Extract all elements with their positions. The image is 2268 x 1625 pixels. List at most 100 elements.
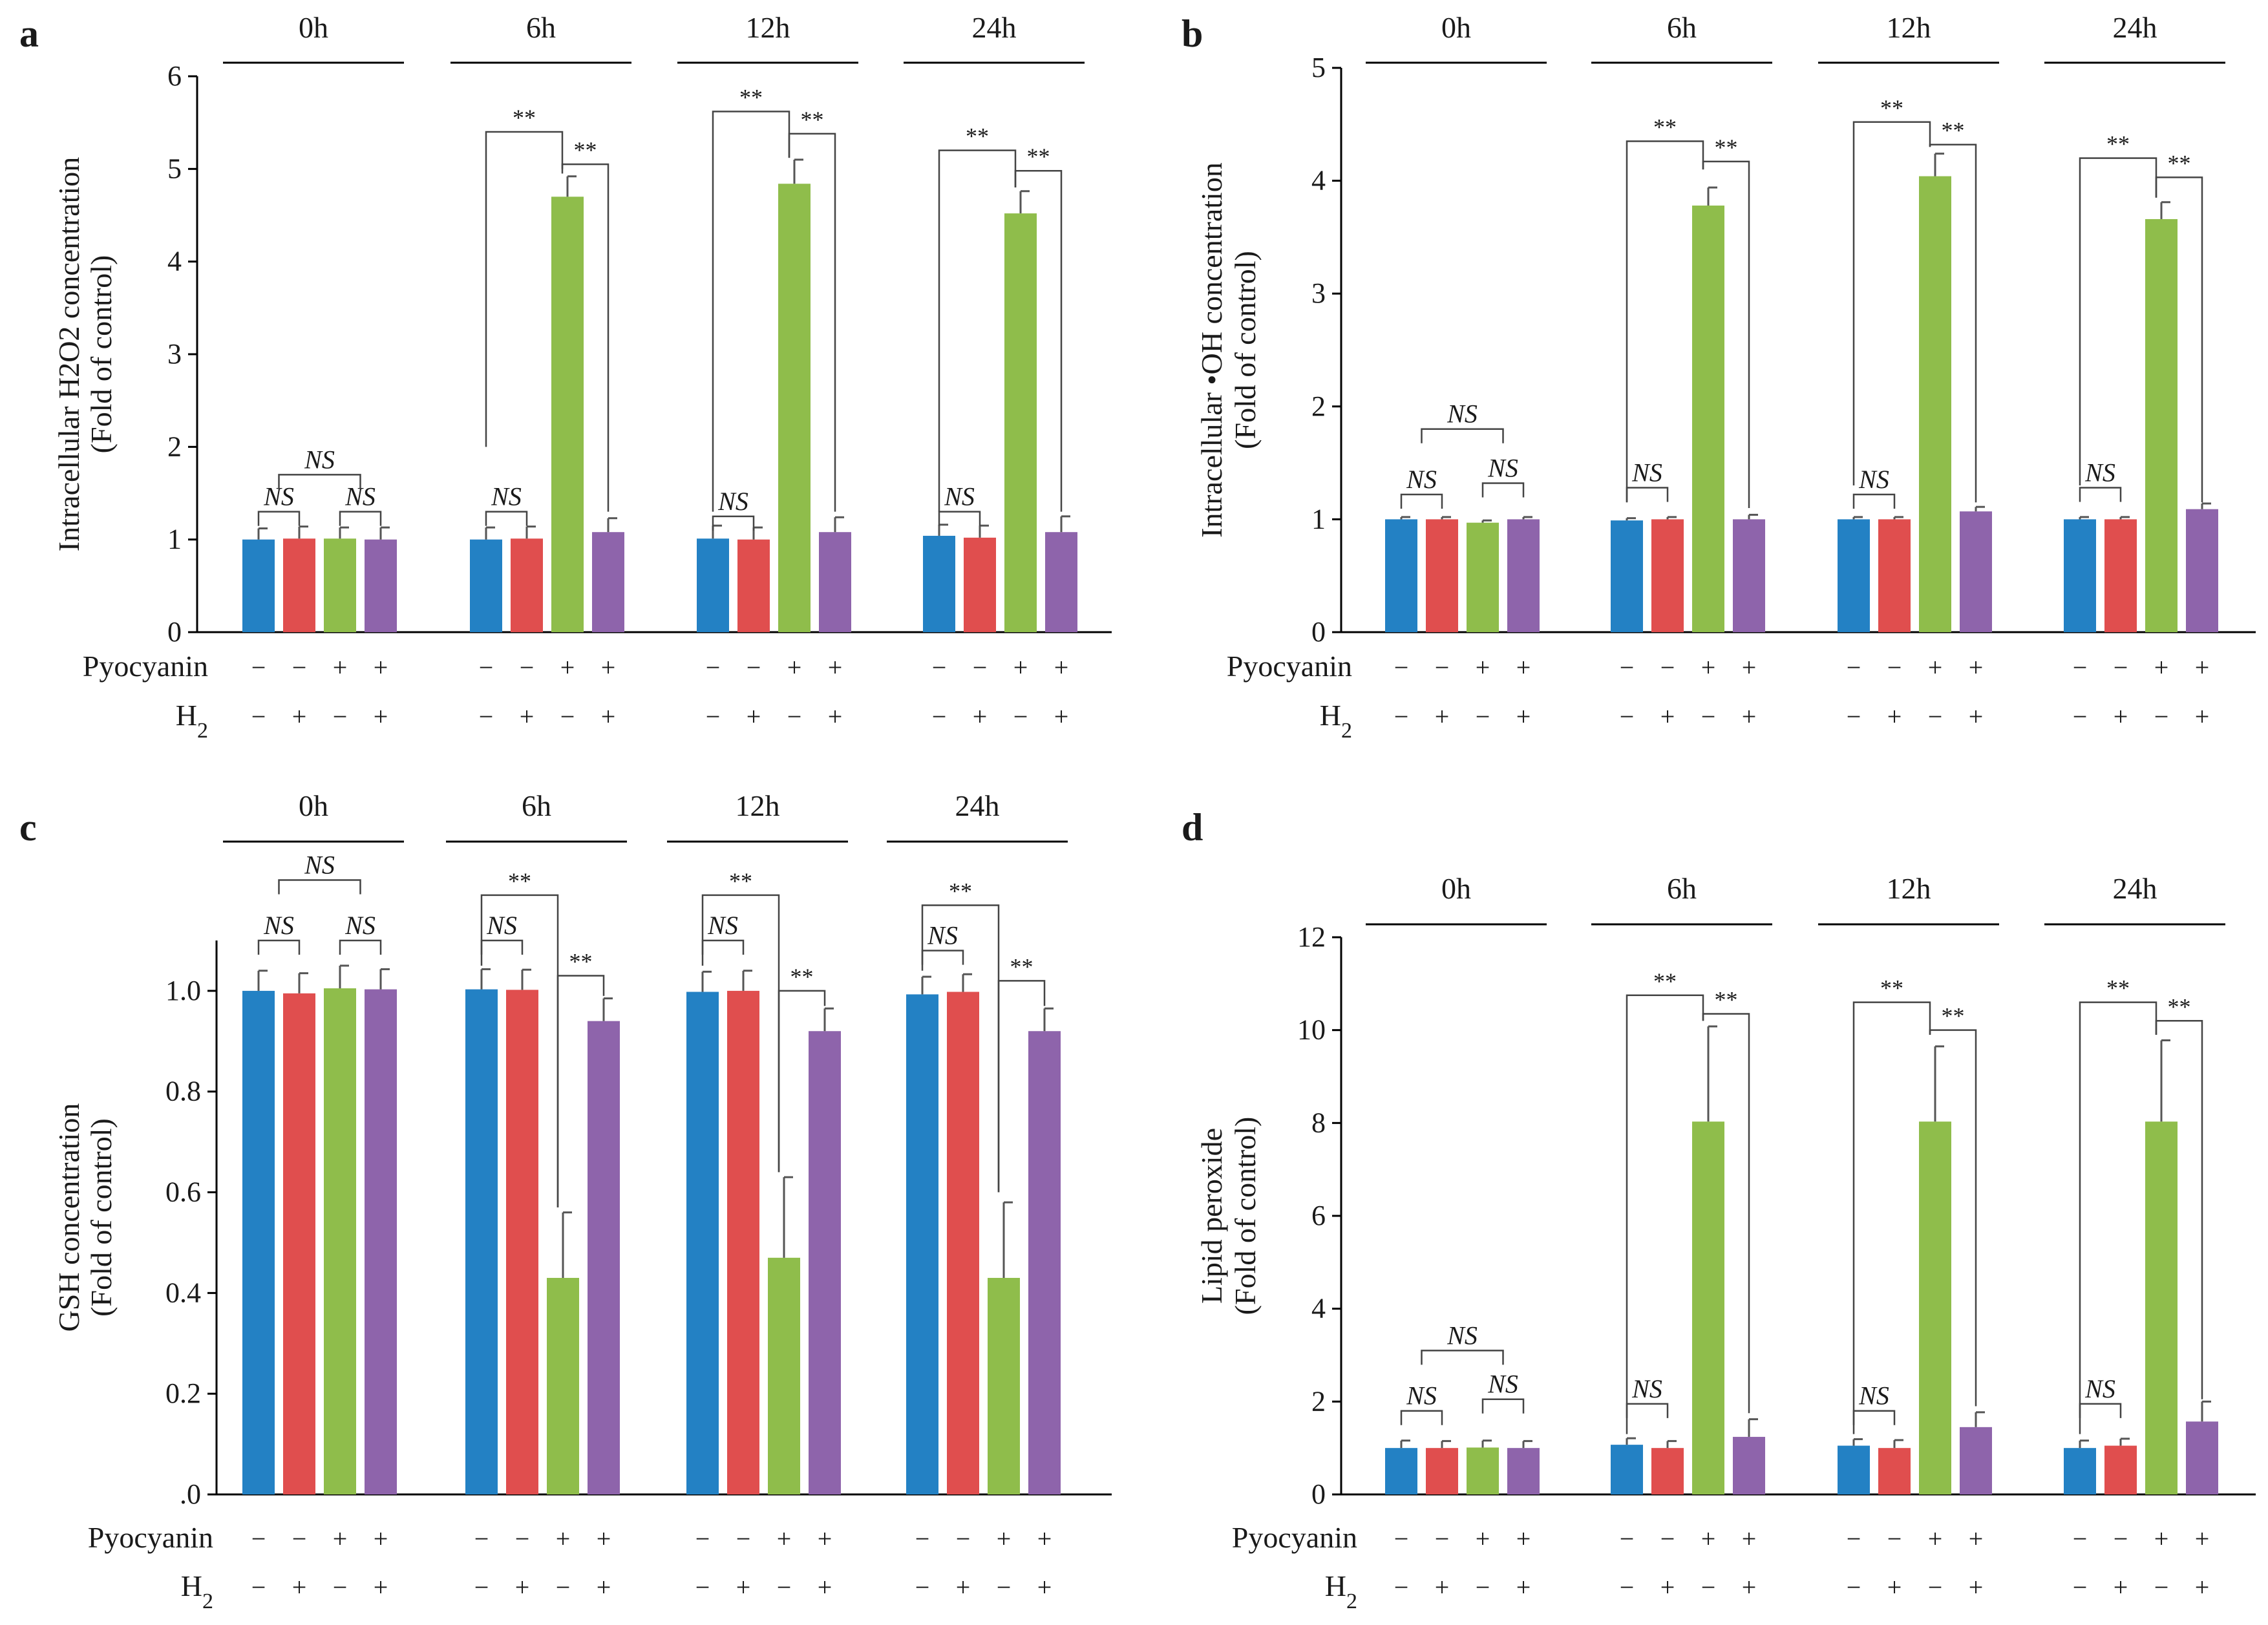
significance-label: NS (344, 911, 376, 940)
bar-group-12h: 12h− − + +− + − +NS**** (677, 11, 858, 731)
significance-bracket (1626, 487, 1669, 502)
y-tick-label: 5 (1311, 52, 1326, 83)
h2-sign: − (777, 1573, 792, 1602)
significance-label: ** (508, 868, 531, 894)
bar (1611, 1445, 1643, 1494)
h2-sign: − (2154, 702, 2169, 731)
y-tick-label: 1 (1311, 503, 1326, 535)
bar (697, 538, 729, 632)
time-label: 0h (1441, 872, 1471, 905)
significance-label: ** (513, 105, 536, 131)
significance-bracket (701, 939, 745, 955)
bar (506, 990, 538, 1494)
bar-group-12h: 12h− − + +− + − +NS**** (1818, 872, 1999, 1602)
pyocyanin-sign: + (333, 1524, 348, 1553)
pyocyanin-sign: + (2195, 1524, 2210, 1553)
bar-group-12h: 12h− − + +− + − +NS**** (667, 789, 848, 1602)
h2-sign: + (597, 1573, 611, 1602)
bar (2145, 1121, 2178, 1494)
pyocyanin-sign: + (601, 653, 616, 682)
pyocyanin-sign: + (1928, 653, 1943, 682)
significance-bracket (1626, 140, 1704, 503)
time-label: 12h (746, 11, 790, 44)
pyocyanin-sign: − (706, 653, 721, 682)
h2-sign: + (1742, 1573, 1757, 1602)
pyocyanin-sign: + (1742, 1524, 1757, 1553)
pyocyanin-sign: − (695, 1524, 710, 1553)
bar (1507, 519, 1540, 632)
significance-bracket (778, 990, 826, 1173)
significance-label: NS (927, 921, 958, 950)
bar-group-24h: 24h− − + +− + − +NS**** (887, 789, 1068, 1602)
time-label: 0h (299, 789, 328, 822)
significance-bracket (1421, 1350, 1504, 1365)
panel-letter: d (1182, 806, 1203, 849)
h2-sign: + (818, 1573, 832, 1602)
h2-sign: + (515, 1573, 530, 1602)
y-tick-label: 6 (1311, 1200, 1326, 1231)
significance-label: NS (1858, 1381, 1889, 1410)
y-tick-label: 6 (167, 60, 182, 92)
pyocyanin-row-label: Pyocyanin (88, 1521, 213, 1554)
h2-sign: − (932, 702, 947, 731)
pyocyanin-sign: − (932, 653, 947, 682)
pyocyanin-sign: + (597, 1524, 611, 1553)
significance-bracket (1852, 493, 1896, 509)
bar (1651, 1448, 1684, 1494)
bar (737, 539, 770, 632)
y-tick-label: 2 (1311, 390, 1326, 422)
pyocyanin-sign: − (747, 653, 761, 682)
significance-label: ** (1880, 95, 1903, 121)
time-label: 6h (526, 11, 556, 44)
pyocyanin-sign: − (515, 1524, 530, 1553)
pyocyanin-sign: − (1435, 1524, 1450, 1553)
significance-bracket (938, 149, 1017, 512)
bar (1426, 519, 1458, 632)
h2-sign: − (1928, 1573, 1943, 1602)
significance-label: ** (1715, 987, 1738, 1013)
y-axis-label-2: (Fold of control) (1229, 1117, 1262, 1315)
pyocyanin-row-label: Pyocyanin (1232, 1521, 1357, 1554)
h2-sign: + (1969, 1573, 1984, 1602)
bar (768, 1257, 800, 1494)
y-tick-label: .0 (180, 1478, 201, 1510)
h2-sign: + (1435, 1573, 1450, 1602)
pyocyanin-sign: − (1847, 1524, 1861, 1553)
h2-sign: − (560, 702, 575, 731)
h2-sign: − (1847, 702, 1861, 731)
bar (470, 539, 502, 632)
bar (686, 992, 719, 1494)
bar (778, 184, 811, 632)
significance-label: NS (1631, 458, 1662, 487)
significance-label: ** (2168, 150, 2191, 176)
h2-sign: − (333, 1573, 348, 1602)
pyocyanin-sign: − (2073, 653, 2088, 682)
pyocyanin-sign: + (2195, 653, 2210, 682)
h2-sign: + (2114, 702, 2128, 731)
pyocyanin-sign: + (333, 653, 348, 682)
time-label: 24h (2113, 11, 2157, 44)
bar (906, 994, 938, 1494)
pyocyanin-sign: + (1013, 653, 1028, 682)
pyocyanin-sign: + (374, 1524, 388, 1553)
bar (2064, 1448, 2096, 1494)
h2-sign: + (1887, 702, 1902, 731)
bar (1467, 1447, 1499, 1494)
significance-label: ** (1880, 975, 1903, 1001)
h2-sign: + (956, 1573, 971, 1602)
h2-sign: + (1660, 702, 1675, 731)
y-tick-label: 5 (167, 153, 182, 184)
bar (1426, 1448, 1458, 1494)
pyocyanin-sign: − (973, 653, 988, 682)
h2-subscript: 2 (202, 1589, 213, 1613)
pyocyanin-sign: + (1969, 653, 1984, 682)
bar (1919, 1121, 1951, 1494)
bar (947, 992, 979, 1494)
bar (1733, 519, 1765, 632)
bar (365, 989, 397, 1494)
pyocyanin-sign: + (1701, 653, 1716, 682)
y-axis-label-2: (Fold of control) (1229, 251, 1262, 449)
h2-sign: + (374, 702, 388, 731)
